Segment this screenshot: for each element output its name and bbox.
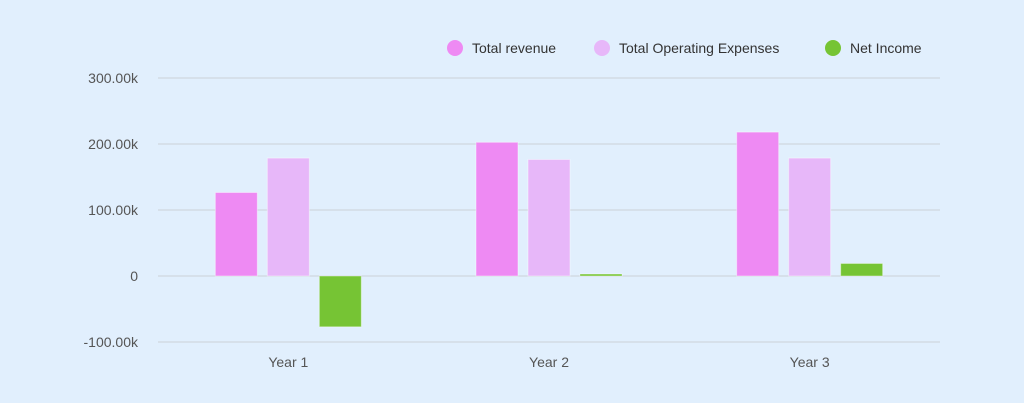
y-tick-label: 0 [130, 268, 138, 284]
x-tick-label: Year 3 [790, 354, 830, 370]
legend-marker [447, 40, 463, 56]
bar-net-income [840, 262, 884, 277]
x-tick-label: Year 2 [529, 354, 569, 370]
y-tick-label: 300.00k [88, 70, 139, 86]
bar-total-revenue [214, 192, 258, 277]
legend-item: Net Income [850, 40, 922, 56]
bar-net-income [579, 273, 623, 277]
legend-marker [825, 40, 841, 56]
legend-item: Total revenue [472, 40, 556, 56]
x-tick-label: Year 1 [268, 354, 308, 370]
bar-total-operating-expenses [266, 157, 310, 277]
legend-marker [594, 40, 610, 56]
y-tick-label: -100.00k [84, 334, 139, 350]
legend-item: Total Operating Expenses [619, 40, 779, 56]
bar-total-revenue [736, 131, 780, 277]
bar-net-income [318, 275, 362, 328]
bar-total-operating-expenses [788, 157, 832, 277]
y-tick-label: 100.00k [88, 202, 139, 218]
y-tick-label: 200.00k [88, 136, 139, 152]
bar-total-revenue [475, 141, 519, 277]
bar-total-operating-expenses [527, 159, 571, 277]
